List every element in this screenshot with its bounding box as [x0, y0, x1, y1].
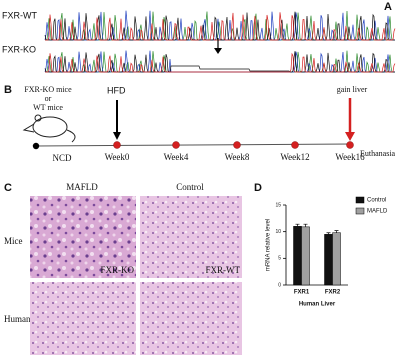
week-dot	[291, 141, 299, 149]
x-axis-label: Human Liver	[299, 302, 336, 308]
x-tick-label: FXR2	[325, 290, 341, 296]
week-dot	[172, 141, 180, 149]
trace	[45, 12, 396, 41]
y-axis-label: mRNA relative level	[266, 219, 272, 271]
bar	[301, 226, 310, 286]
hfd-text: HFD	[107, 85, 126, 95]
y-tick-label: 15	[275, 202, 281, 208]
legend-swatch	[355, 196, 365, 204]
y-tick-label: 0	[278, 282, 281, 288]
legend-label: MAFLD	[367, 209, 388, 215]
week-label: Week0	[105, 152, 130, 162]
image-tag: FXR-WT	[206, 265, 241, 275]
timeline-start	[32, 142, 40, 150]
column-label: Control	[176, 182, 204, 192]
panel-label: C	[4, 182, 12, 194]
bar	[324, 234, 333, 286]
week-dot	[233, 141, 241, 149]
image-tag: FXR-KO	[100, 265, 134, 275]
week-dot	[346, 141, 354, 149]
row-label: Human	[4, 314, 31, 324]
bar	[293, 226, 302, 286]
error-bar	[326, 232, 331, 235]
trace	[45, 52, 396, 73]
bar	[332, 232, 341, 286]
mice-text: or	[45, 94, 52, 103]
arrow-head	[113, 132, 121, 140]
week-label: Week8	[225, 152, 250, 162]
legend-swatch	[355, 207, 365, 215]
row-label: FXR-WT	[2, 10, 37, 20]
column-label: MAFLD	[66, 182, 98, 192]
histology-image	[140, 196, 242, 278]
week-label: Week16	[335, 152, 365, 162]
legend-label: Control	[367, 198, 386, 204]
row-label: FXR-KO	[2, 44, 36, 54]
x-tick-label: FXR1	[294, 290, 310, 296]
error-bar	[334, 230, 339, 233]
error-bar	[303, 223, 308, 227]
error-bar	[295, 223, 300, 227]
y-tick-label: 5	[278, 256, 281, 262]
row-label: Mice	[4, 236, 23, 246]
histology-image	[140, 282, 242, 355]
panel-label: D	[254, 182, 262, 194]
trace	[45, 10, 395, 41]
end-text: gain liver	[337, 85, 368, 94]
endpoint-text: Euthanasia	[360, 149, 396, 158]
week-label: Week12	[280, 152, 309, 162]
panel-label: B	[4, 84, 12, 96]
mouse-icon	[22, 114, 76, 143]
mice-text: FXR-KO mice	[24, 85, 72, 94]
chromatogram	[44, 10, 396, 73]
histology-image	[30, 196, 136, 278]
bar-chart: 0 5 10 15 mRNA relative level Human Liver FXR1…	[266, 196, 388, 308]
arrow-head	[345, 132, 355, 141]
arrow-head	[214, 48, 222, 54]
y-tick-label: 10	[275, 229, 281, 235]
mice-text: WT mice	[33, 103, 63, 112]
week-label: Week4	[164, 152, 189, 162]
ncd-text: NCD	[52, 153, 72, 163]
histology-image	[30, 282, 136, 355]
timeline	[35, 143, 353, 147]
week-dot	[113, 141, 121, 149]
week-markers: Week0 Week4 Week8 Week12 Week16	[105, 141, 365, 162]
panel-label: A	[384, 1, 392, 13]
